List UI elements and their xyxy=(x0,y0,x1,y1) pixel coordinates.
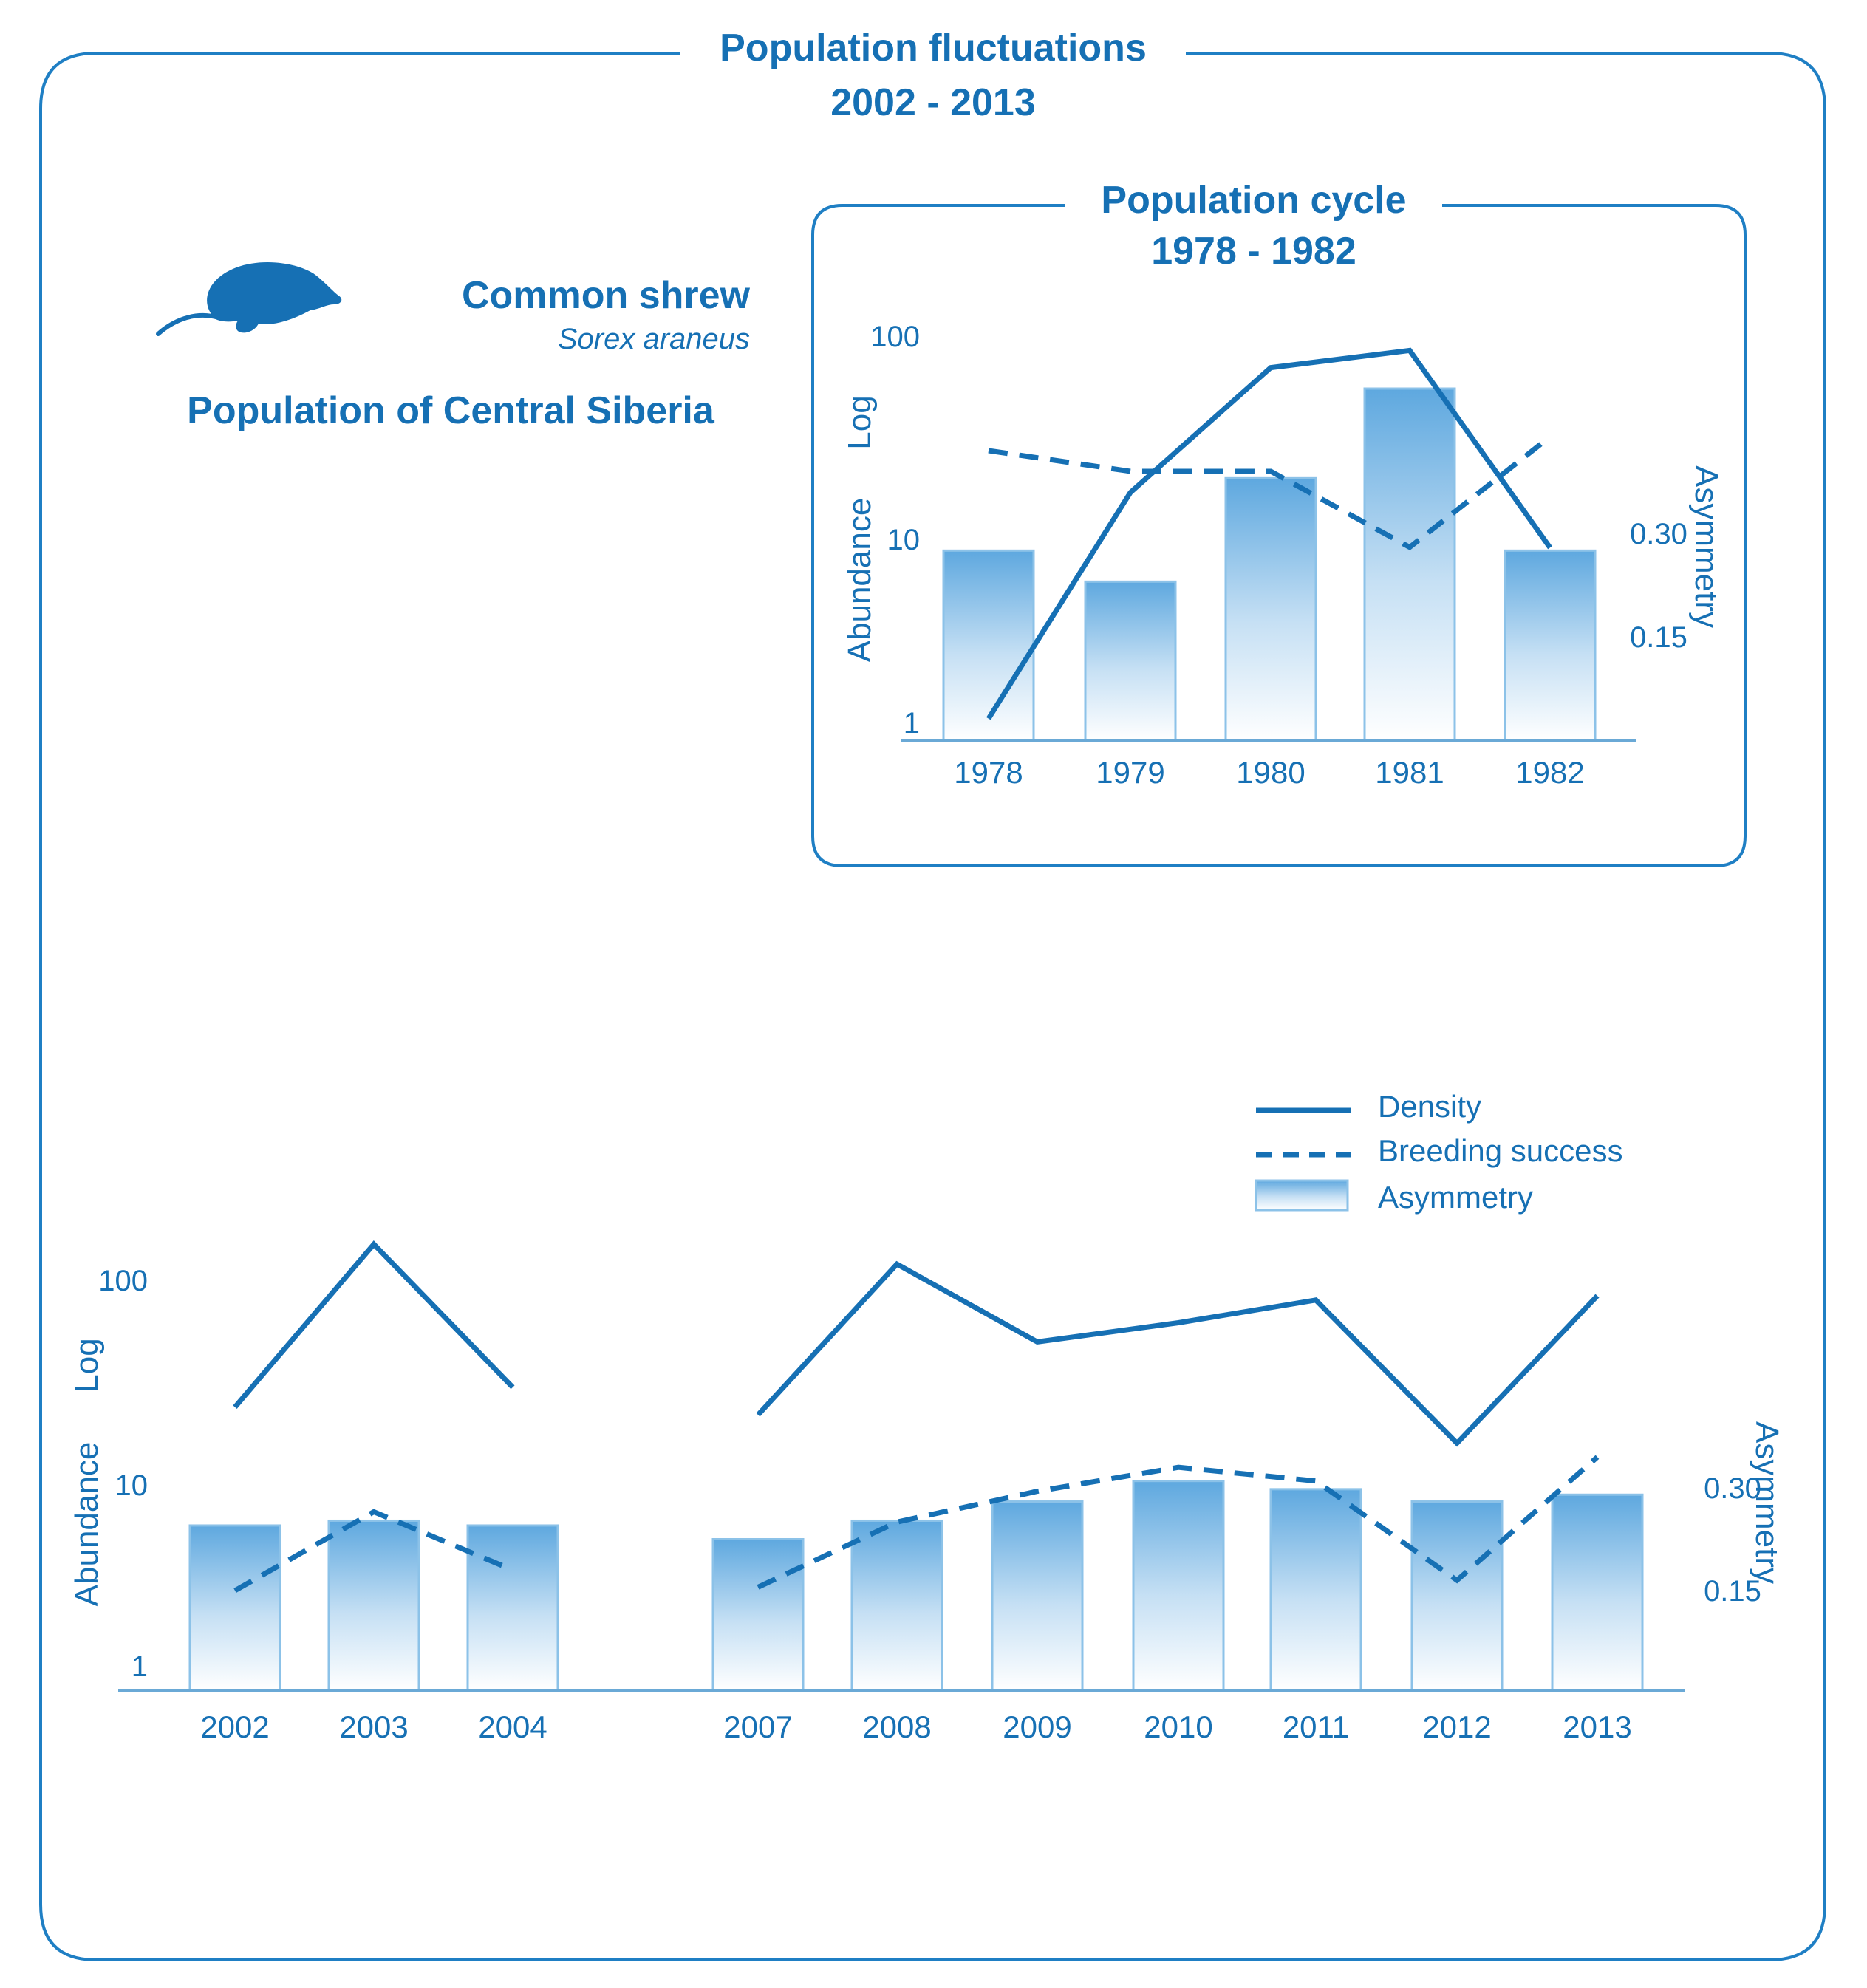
inset-ylabel-asymmetry: Asymmetry xyxy=(1688,465,1724,628)
inset-right-tick-0.15: 0.15 xyxy=(1630,621,1687,654)
inset-bar-1978 xyxy=(942,549,1035,742)
main-left-tick-10: 10 xyxy=(115,1469,149,1502)
inset-left-tick-100: 100 xyxy=(870,321,920,353)
main-density-line-0 xyxy=(233,1240,515,1409)
inset-left-tick-1: 1 xyxy=(904,707,920,739)
main-density-line-1 xyxy=(756,1260,1600,1447)
main-x-tick-2009: 2009 xyxy=(1003,1709,1071,1744)
main-breeding-success-line-0 xyxy=(233,1509,514,1594)
inset-x-tick-1981: 1981 xyxy=(1375,755,1444,790)
species-common-name: Common shrew xyxy=(462,274,751,317)
legend-breeding-label: Breeding success xyxy=(1378,1133,1623,1168)
main-bars xyxy=(188,1480,1644,1692)
main-x-tick-2003: 2003 xyxy=(339,1709,408,1744)
main-x-tick-2008: 2008 xyxy=(862,1709,931,1744)
inset-x-tick-1980: 1980 xyxy=(1236,755,1305,790)
species-latin-name: Sorex araneus xyxy=(558,323,750,355)
main-x-tick-2004: 2004 xyxy=(478,1709,547,1744)
main-title-line2: 2002 - 2013 xyxy=(830,81,1036,124)
inset-ticks: 1978 1979 1980 1981 1982 1 10 100 0.15 0.30 xyxy=(870,321,1687,790)
inset-title-line2: 1978 - 1982 xyxy=(1151,230,1356,273)
inset-frame xyxy=(811,204,1747,867)
main-ticks: 2002 2003 2004 2007 2008 2009 2010 2011 2012 2013… xyxy=(98,1265,1761,1744)
main-ylabel-log: Log xyxy=(69,1338,105,1392)
population-name: Population of Central Siberia xyxy=(187,389,715,432)
main-x-tick-2010: 2010 xyxy=(1144,1709,1212,1744)
inset-bar-1981 xyxy=(1363,387,1456,742)
main-bar-2008 xyxy=(850,1519,943,1692)
main-right-tick-0.15: 0.15 xyxy=(1704,1575,1761,1608)
legend-asymmetry-label: Asymmetry xyxy=(1378,1180,1533,1215)
inset-x-tick-1979: 1979 xyxy=(1096,755,1164,790)
main-bar-2002 xyxy=(188,1524,281,1692)
legend: Density Breeding success Asymmetry xyxy=(1255,1089,1623,1215)
inset-bar-1982 xyxy=(1504,549,1597,742)
main-right-tick-0.30: 0.30 xyxy=(1704,1472,1761,1505)
main-x-tick-2002: 2002 xyxy=(200,1709,269,1744)
main-bar-2003 xyxy=(327,1519,420,1692)
inset-bar-1979 xyxy=(1084,580,1177,742)
inset-title-line1: Population cycle xyxy=(1101,179,1406,222)
outer-frame xyxy=(39,52,1826,1961)
inset-x-tick-1978: 1978 xyxy=(954,755,1023,790)
main-bar-2004 xyxy=(466,1524,559,1692)
main-lines xyxy=(233,1240,1600,1594)
main-breeding-success-line-1 xyxy=(757,1455,1600,1590)
inset-left-tick-10: 10 xyxy=(887,524,921,556)
main-x-tick-2007: 2007 xyxy=(723,1709,792,1744)
inset-density-line-0 xyxy=(986,347,1552,720)
inset-bar-1980 xyxy=(1224,476,1317,742)
inset-x-tick-1982: 1982 xyxy=(1515,755,1584,790)
main-title-line1: Population fluctuations xyxy=(720,27,1147,69)
main-x-tick-2013: 2013 xyxy=(1563,1709,1631,1744)
main-ylabel-abundance: Abundance xyxy=(69,1442,105,1607)
main-bar-2009 xyxy=(991,1500,1084,1692)
inset-ylabel-log: Log xyxy=(842,395,878,449)
inset-ylabel-abundance: Abundance xyxy=(842,498,878,663)
main-left-tick-1: 1 xyxy=(132,1650,148,1683)
main-bar-2011 xyxy=(1269,1488,1362,1692)
main-bar-2012 xyxy=(1410,1500,1504,1692)
inset-lines xyxy=(986,347,1552,720)
inset-breeding-success-line-0 xyxy=(988,434,1552,550)
legend-asymmetry-swatch xyxy=(1255,1179,1349,1212)
inset-right-tick-0.30: 0.30 xyxy=(1630,518,1687,550)
main-bar-2010 xyxy=(1132,1480,1225,1692)
main-x-tick-2012: 2012 xyxy=(1422,1709,1491,1744)
main-left-tick-100: 100 xyxy=(98,1265,148,1297)
inset-bars xyxy=(942,387,1597,742)
main-bar-2013 xyxy=(1551,1493,1644,1692)
main-bar-2007 xyxy=(711,1538,805,1692)
shrew-silhouette-icon xyxy=(156,262,342,336)
main-ylabel-asymmetry: Asymmetry xyxy=(1749,1421,1785,1584)
main-x-tick-2011: 2011 xyxy=(1283,1709,1349,1744)
legend-density-label: Density xyxy=(1378,1089,1481,1124)
